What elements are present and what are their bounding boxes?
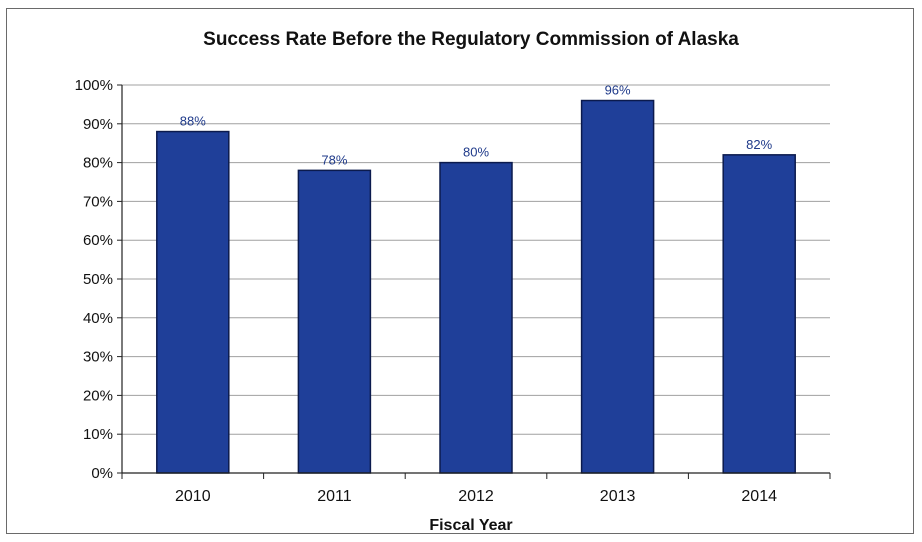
- y-tick-label: 100%: [75, 77, 113, 94]
- x-axis-title: Fiscal Year: [429, 517, 512, 534]
- bar-2012: [439, 161, 513, 474]
- y-tick-label: 70%: [83, 193, 113, 210]
- y-axis-ticks: 0% 10% 20% 30% 40% 50% 60% 70% 80% 90% 100%: [75, 77, 122, 482]
- data-label: 80%: [463, 145, 489, 160]
- gridlines: [122, 84, 830, 435]
- y-tick-label: 50%: [83, 271, 113, 288]
- x-tick-label: 2010: [175, 488, 211, 505]
- y-tick-label: 20%: [83, 387, 113, 404]
- bar-2014: [722, 154, 796, 474]
- y-tick-label: 40%: [83, 310, 113, 327]
- bar-2013: [580, 99, 655, 474]
- y-tick-label: 10%: [83, 426, 113, 443]
- data-label: 78%: [321, 152, 347, 167]
- chart-title: Success Rate Before the Regulatory Commi…: [203, 29, 739, 50]
- data-label: 82%: [746, 137, 772, 152]
- y-tick-label: 60%: [83, 232, 113, 249]
- x-tick-label: 2012: [458, 488, 494, 505]
- x-tick-label: 2013: [600, 488, 636, 505]
- bar-2010: [156, 130, 230, 474]
- data-labels: 88% 78% 80% 96% 82%: [180, 83, 773, 168]
- bar-2011: [297, 169, 372, 474]
- x-axis-ticks: 2010 2011 2012 2013 2014: [121, 473, 831, 505]
- x-tick-label: 2014: [741, 488, 777, 505]
- y-tick-label: 80%: [83, 155, 113, 172]
- data-label: 96%: [605, 83, 631, 98]
- x-tick-label: 2011: [317, 488, 352, 505]
- data-label: 88%: [180, 114, 206, 129]
- y-tick-label: 30%: [83, 349, 113, 366]
- y-tick-label: 90%: [83, 116, 113, 133]
- y-tick-label: 0%: [91, 465, 113, 482]
